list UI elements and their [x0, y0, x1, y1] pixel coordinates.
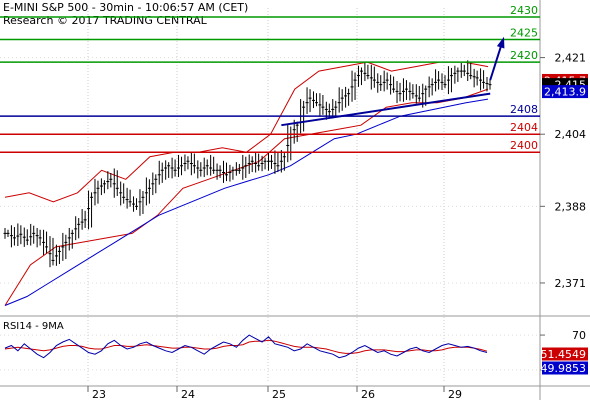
time-axis: 23 24 25 26 29 [87, 386, 462, 400]
level-label-2408: 2408 [510, 103, 538, 116]
moving-average [4, 98, 489, 306]
time-tick-label: 24 [181, 388, 195, 400]
value-box-label-2: 2,413.9 [544, 86, 586, 99]
key-levels: 2430 2425 2420 2408 2404 2400 [0, 4, 540, 153]
time-tick-label: 26 [361, 388, 375, 400]
level-label-2425: 2425 [510, 27, 538, 40]
rsi-tick-label: 70 [572, 329, 586, 342]
time-tick-label: 29 [448, 388, 462, 400]
bollinger-bands [4, 61, 489, 306]
price-tick-label: 2,421 [555, 52, 587, 65]
value-box-2 [542, 85, 588, 99]
rsi-value-box-1 [542, 361, 588, 375]
moving-average-line [4, 98, 489, 306]
rsi-value-box-label-1: 49.9853 [541, 362, 587, 375]
rsi-title: RSI14 - 9MA [3, 321, 64, 332]
time-tick-label: 25 [272, 388, 286, 400]
trend-line-support [281, 92, 491, 127]
bollinger-upper [4, 61, 489, 203]
trend-lines [281, 36, 505, 127]
rsi-value-box-label-0: 51.4549 [541, 348, 587, 361]
price-tick-label: 2,404 [555, 128, 587, 141]
level-label-2430: 2430 [510, 4, 538, 17]
projection-arrowhead [496, 36, 505, 49]
price-tick-label: 2,371 [555, 277, 587, 290]
level-label-2400: 2400 [510, 139, 538, 152]
price-bars [3, 60, 492, 268]
time-tick-label: 23 [92, 388, 106, 400]
rsi-ma-line [4, 339, 488, 354]
bollinger-lower [4, 88, 489, 306]
level-label-2420: 2420 [510, 49, 538, 62]
rsi-line [4, 334, 488, 359]
price-axis: 2,421 2,404 2,388 2,371 [540, 52, 586, 290]
rsi-value-box-0 [542, 347, 588, 361]
level-label-2404: 2404 [510, 121, 538, 134]
chart-title: E-MINI S&P 500 - 30min - 10:06:57 AM (CE… [3, 1, 249, 14]
price-tick-label: 2,388 [555, 200, 587, 213]
price-value-boxes: 2,415.72,4152,413.9 [542, 73, 588, 99]
